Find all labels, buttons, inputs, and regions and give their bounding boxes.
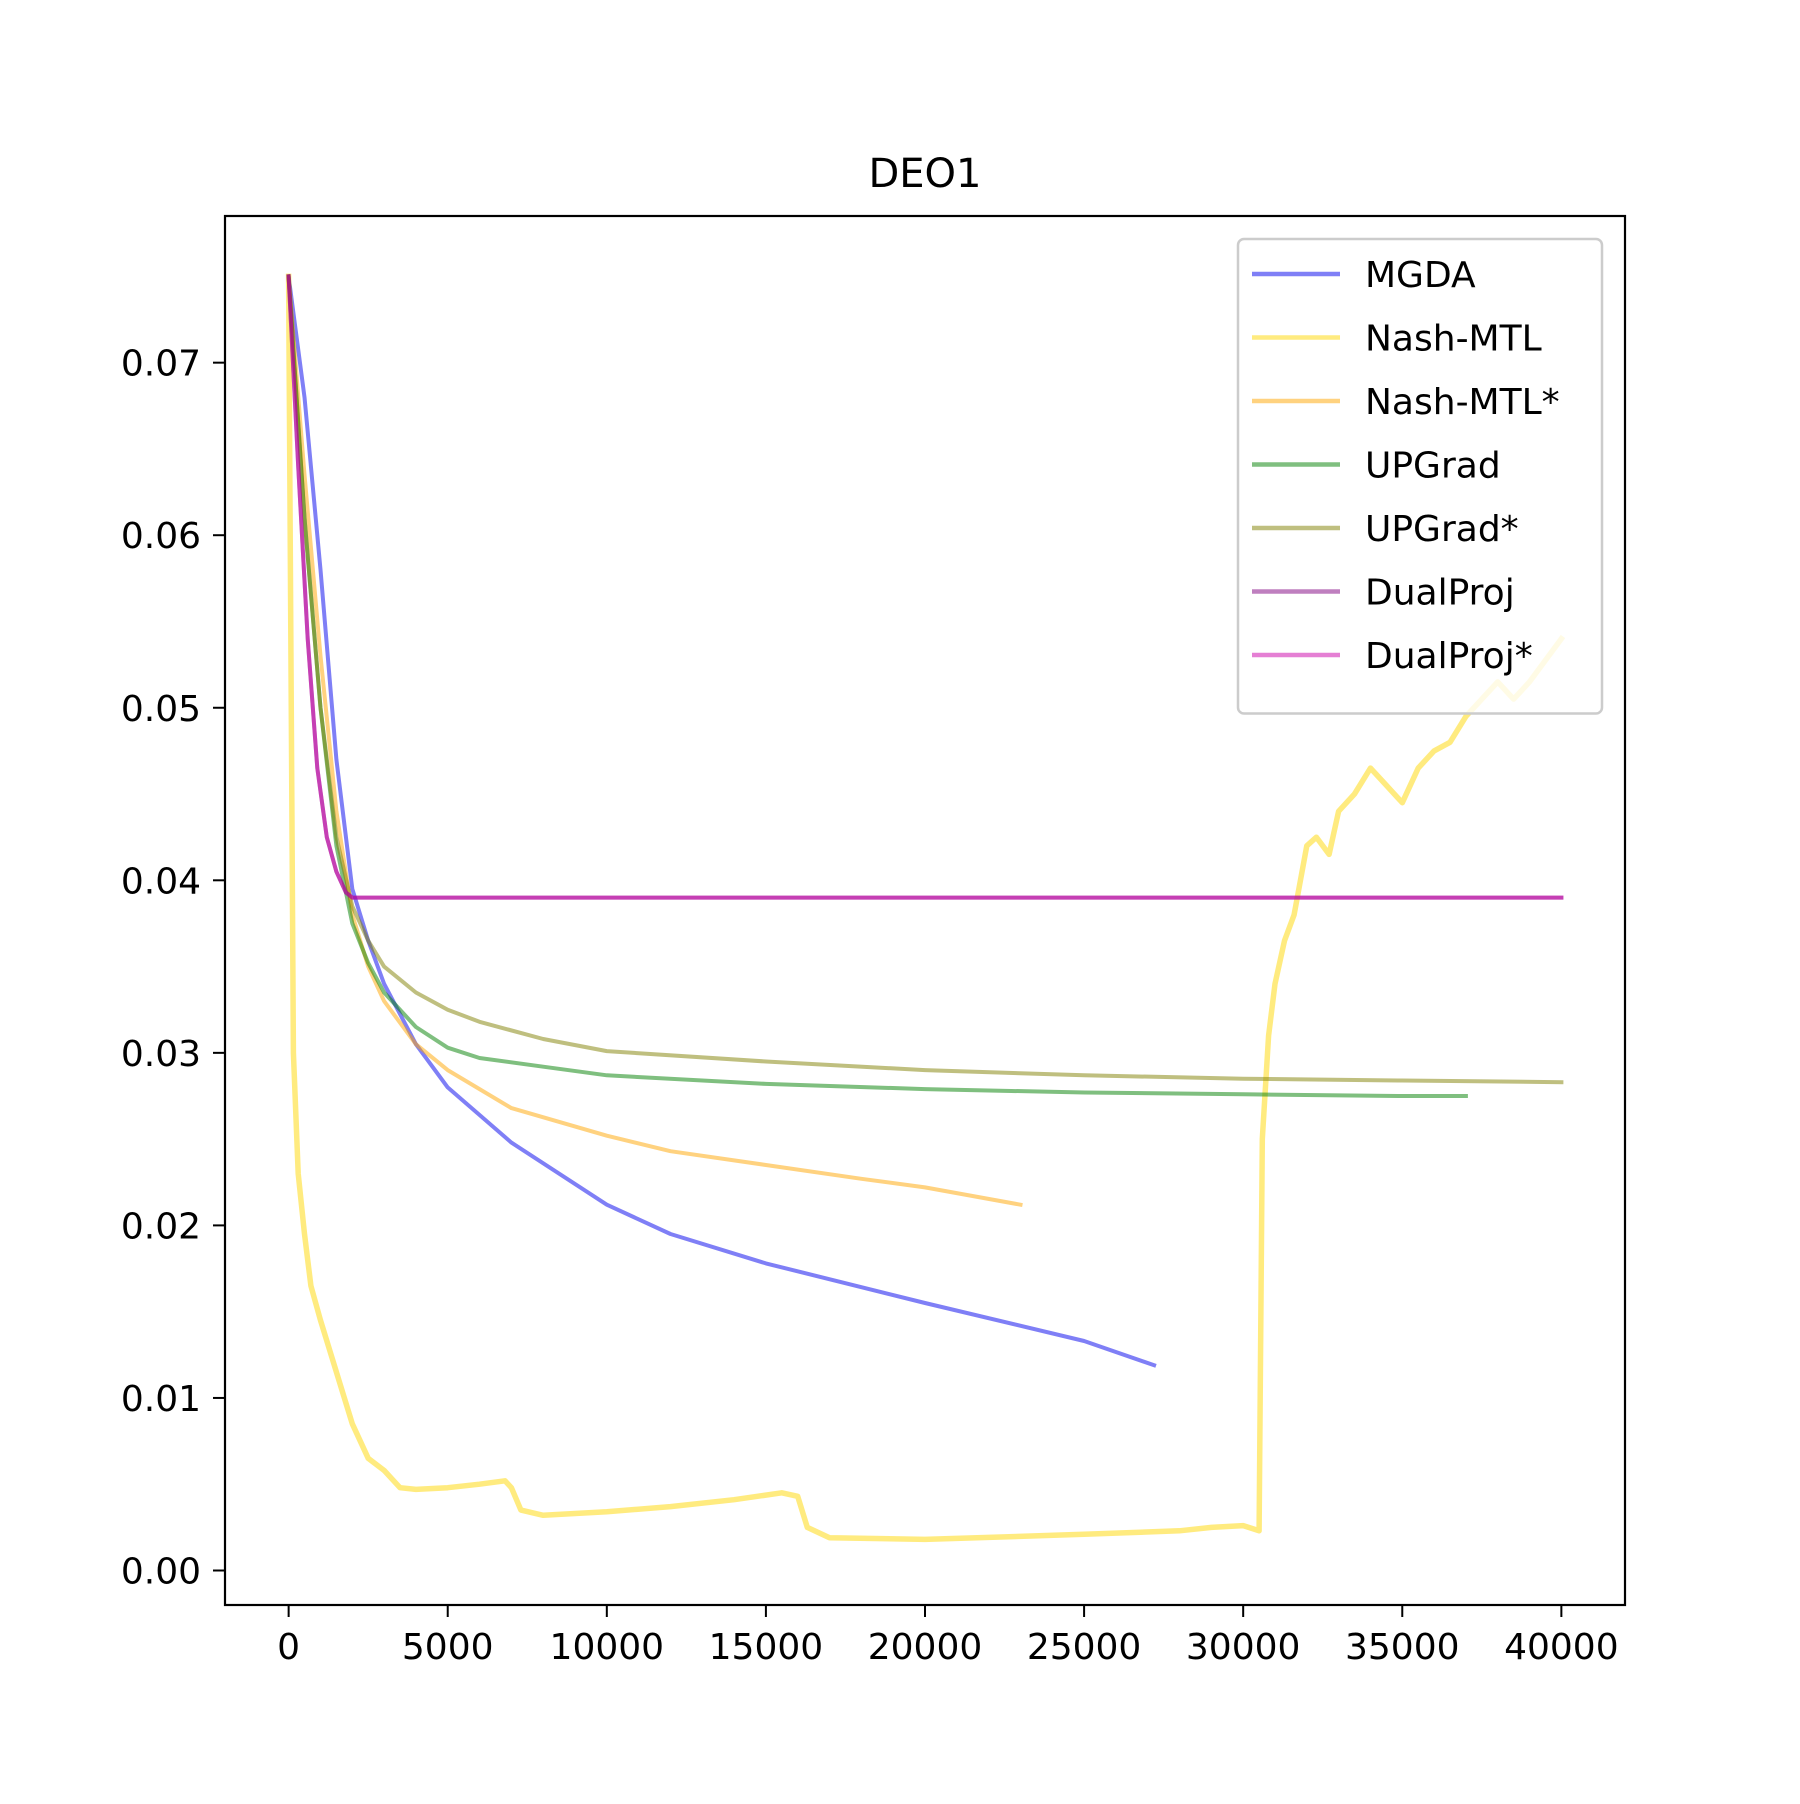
y-tick-label: 0.03 [121,1034,201,1075]
x-tick-label: 10000 [550,1627,665,1668]
legend-label-nash-mtl: Nash-MTL [1365,319,1542,360]
y-tick-label: 0.02 [121,1206,201,1247]
series-layer [285,273,1566,1543]
x-tick-label: 5000 [402,1627,494,1668]
series-line-upgrad-star [286,274,1564,1085]
legend-label-dualproj-star: DualProj* [1365,636,1533,677]
legend: MGDA Nash-MTL Nash-MTL* UPGrad UPGrad* DualPr… [1236,237,1604,715]
legend-label-upgrad-star: UPGrad* [1365,509,1519,550]
x-axis: 0 5000 10000 15000 20000 25000 30000 35000 40000 [277,1605,1619,1668]
x-tick-label: 30000 [1186,1627,1301,1668]
x-tick-label: 25000 [1027,1627,1142,1668]
x-tick-label: 20000 [868,1627,983,1668]
x-tick-label: 40000 [1504,1627,1619,1668]
x-tick-label: 35000 [1345,1627,1460,1668]
series-line-dualproj-star [286,274,1564,900]
legend-box [1236,237,1604,715]
legend-label-dualproj: DualProj [1365,573,1515,614]
y-tick-label: 0.07 [121,344,201,385]
y-tick-label: 0.04 [121,861,201,902]
series-line-mgda [286,274,1157,1368]
y-axis: 0.00 0.01 0.02 0.03 0.04 0.05 0.06 0.07 [121,344,225,1592]
x-tick-label: 15000 [709,1627,824,1668]
y-tick-label: 0.00 [121,1551,201,1592]
chart-title: DEO1 [868,151,981,197]
legend-label-upgrad: UPGrad [1365,446,1501,487]
y-tick-label: 0.05 [121,689,201,730]
legend-label-nash-mtl-star: Nash-MTL* [1365,382,1560,423]
series-line-nash-mtl-star [286,274,1023,1208]
series-line-nash-mtl [285,273,1566,1543]
x-tick-label: 0 [277,1627,300,1668]
y-tick-label: 0.06 [121,516,201,557]
legend-label-mgda: MGDA [1365,255,1476,296]
y-tick-label: 0.01 [121,1379,201,1420]
